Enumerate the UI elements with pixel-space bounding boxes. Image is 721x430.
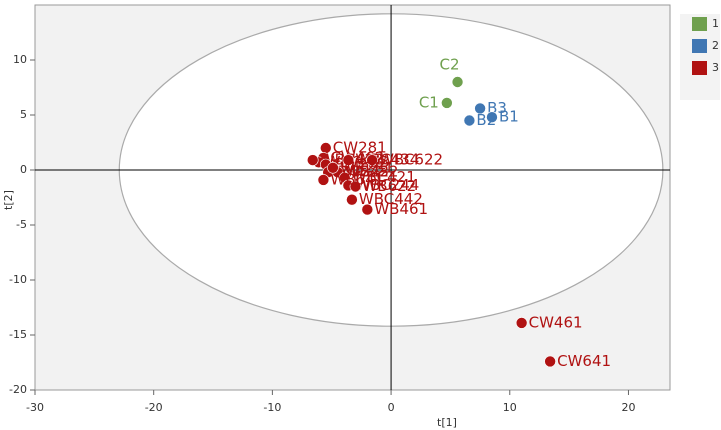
x-axis-label: t[1] (437, 416, 457, 429)
x-tick-label: 0 (388, 401, 395, 414)
y-axis-label: t[2] (2, 190, 15, 210)
legend-swatch (692, 39, 707, 53)
legend-swatch (692, 61, 707, 75)
point-label: CW461 (529, 313, 583, 331)
y-tick-label: -5 (16, 218, 27, 231)
point (361, 203, 374, 216)
plot-layer: C2C1B3B1B2CW461CW641CW281CW462WBC443WBC4… (35, 5, 670, 390)
point-label: WBC244 (355, 176, 419, 194)
point (342, 154, 355, 166)
point (515, 317, 528, 329)
point-label: WB232 (345, 163, 399, 181)
point-label: WB461 (374, 200, 428, 218)
point (486, 111, 498, 123)
x-tick-label: -10 (263, 401, 281, 414)
point-label: B1 (499, 108, 519, 126)
y-tick-label: -15 (9, 328, 27, 341)
point (346, 193, 358, 206)
point-label: WBC421 (352, 168, 416, 186)
point (451, 76, 464, 88)
x-tick-label: -30 (26, 401, 44, 414)
y-tick-label: -20 (9, 383, 27, 396)
point-label: WBC442 (359, 190, 423, 208)
point (327, 162, 339, 174)
legend-label: 3 (712, 61, 719, 74)
point-label: CW281 (333, 139, 387, 157)
point-label: CW641 (557, 352, 611, 370)
point-label: WBC622 (379, 151, 443, 169)
point (317, 174, 330, 186)
x-tick-label: 10 (503, 401, 517, 414)
legend-swatch (692, 17, 707, 31)
point-label: WB641 (330, 170, 384, 188)
point (306, 154, 319, 166)
x-tick-label: -20 (145, 401, 163, 414)
point (349, 180, 362, 193)
point (544, 355, 556, 368)
point-label: C1 (419, 93, 439, 111)
legend-label: 2 (712, 39, 719, 52)
point (441, 97, 453, 109)
point-label: C2 (440, 56, 460, 74)
point-label: WB622 (362, 177, 416, 195)
y-tick-label: -10 (9, 273, 27, 286)
legend-label: 1 (712, 17, 719, 30)
point-label: WB281 (340, 158, 394, 176)
point (474, 102, 486, 115)
y-tick-label: 10 (13, 53, 27, 66)
y-tick-label: 5 (20, 108, 27, 121)
y-tick-label: 0 (20, 163, 27, 176)
point (463, 114, 476, 127)
x-tick-label: 20 (621, 401, 635, 414)
point-label: B2 (476, 111, 496, 129)
point (366, 154, 378, 166)
